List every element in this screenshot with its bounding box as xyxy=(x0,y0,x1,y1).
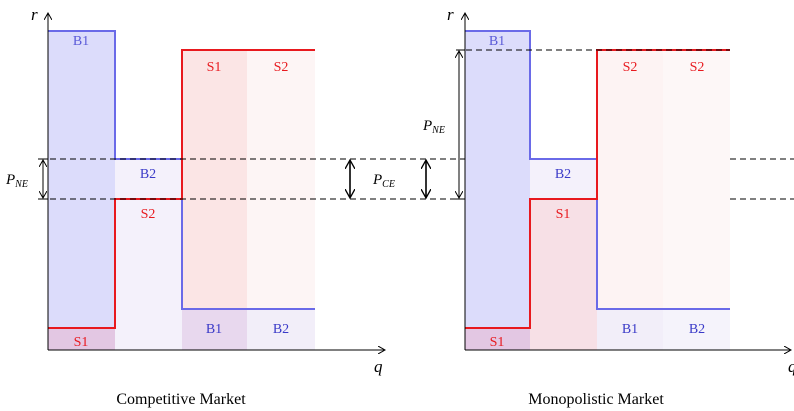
competitive-market-panel: r q B1 B2 S1 S2 S1 S2 B1 B2 PNE Competit… xyxy=(5,5,384,408)
mono-pne-label: PNE xyxy=(422,118,445,136)
label-s2-mid: S2 xyxy=(141,207,156,222)
mono-label-b1-bottom: B1 xyxy=(622,322,638,337)
label-b2-mid: B2 xyxy=(140,167,156,182)
label-b2-bottom: B2 xyxy=(273,322,289,337)
b2-mid-fill xyxy=(115,159,182,350)
label-b1-bottom: B1 xyxy=(206,322,222,337)
mono-b1-bottom-fill xyxy=(597,309,663,350)
mono-label-s1-mid: S1 xyxy=(556,207,571,222)
pce-indicator: PCE xyxy=(350,161,426,197)
s1-top-fill xyxy=(182,50,247,309)
mono-s1-bottom-fill xyxy=(465,328,530,350)
seller-supply-line xyxy=(48,49,315,329)
mono-label-s1-bottom: S1 xyxy=(490,335,505,350)
caption-monopolistic-market: Monopolistic Market xyxy=(528,391,664,408)
label-s2-top: S2 xyxy=(274,60,289,75)
mono-label-b1-top: B1 xyxy=(489,34,505,49)
b1-top-fill xyxy=(48,31,115,350)
label-b1-top: B1 xyxy=(73,34,89,49)
mono-s2-top-b-fill xyxy=(663,50,730,309)
b2-bottom-fill xyxy=(247,309,315,350)
caption-competitive-market: Competitive Market xyxy=(116,391,246,408)
axis-label-q: q xyxy=(374,357,383,376)
label-s1-top: S1 xyxy=(207,60,222,75)
mono-label-b2-mid: B2 xyxy=(555,167,571,182)
pne-label-left: PNE xyxy=(5,172,28,190)
mono-s1-mid-fill xyxy=(530,199,597,350)
mono-buyer-demand-line xyxy=(465,30,730,310)
label-s1-bottom: S1 xyxy=(74,335,89,350)
mono-label-s2-top-b: S2 xyxy=(690,60,705,75)
axis-label-r: r xyxy=(31,5,38,24)
buyer-demand-line xyxy=(48,30,315,310)
mono-axis-label-r: r xyxy=(447,5,454,24)
mono-b2-mid-fill xyxy=(530,159,597,199)
mono-label-b2-bottom: B2 xyxy=(689,322,705,337)
mono-b1-top-fill xyxy=(465,31,530,350)
pce-label: PCE xyxy=(372,172,395,190)
mono-s2-top-a-fill xyxy=(597,50,663,309)
s2-top-fill xyxy=(247,50,315,309)
mono-axis-label-q: q xyxy=(788,357,794,376)
monopolistic-market-panel: r q B1 B2 S1 S1 S2 S2 B1 B2 PNE Monopoli… xyxy=(422,5,794,408)
mono-label-s2-top-a: S2 xyxy=(623,60,638,75)
mono-b2-bottom-fill xyxy=(663,309,730,350)
s1-bottom-fill xyxy=(48,328,115,350)
b1-bottom-fill xyxy=(182,309,247,350)
